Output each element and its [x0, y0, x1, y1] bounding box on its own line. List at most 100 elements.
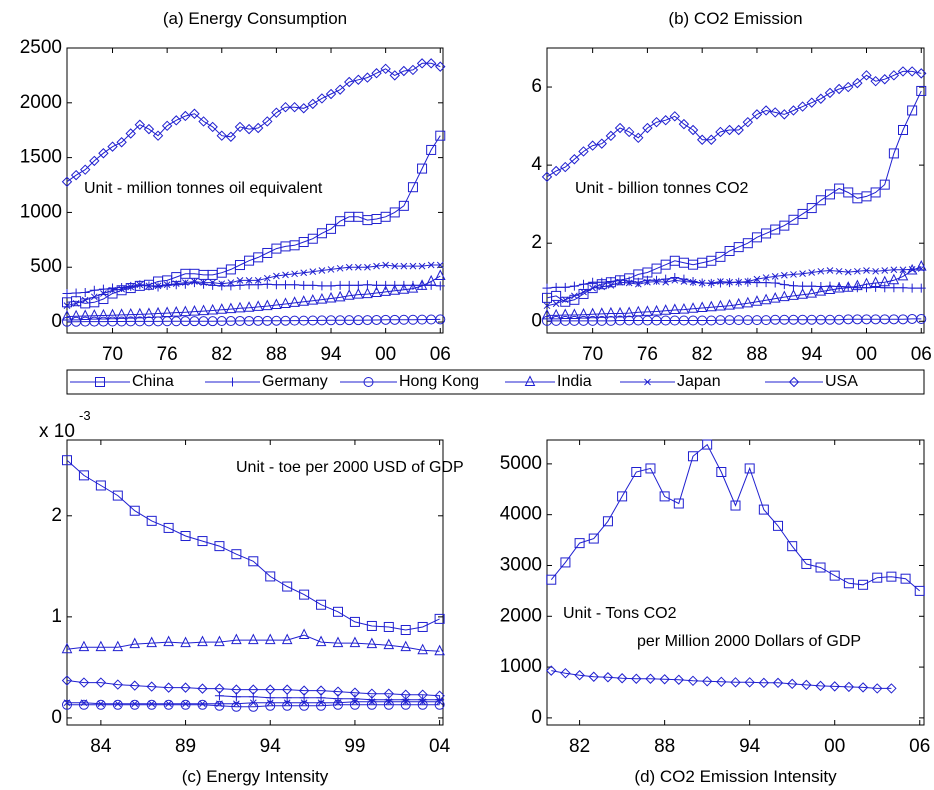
marker [561, 296, 569, 304]
legend-marker [228, 377, 237, 387]
marker [98, 148, 109, 159]
marker [117, 283, 127, 293]
marker [307, 98, 319, 110]
marker [364, 263, 371, 271]
marker [824, 87, 836, 99]
marker [214, 541, 225, 552]
marker [180, 682, 191, 693]
y-tick-label: 0 [531, 310, 542, 331]
marker [80, 164, 91, 175]
line [547, 266, 922, 316]
marker [434, 269, 446, 280]
x-tick-label: 00 [824, 736, 845, 757]
marker [349, 616, 360, 627]
marker [265, 700, 276, 711]
x-tick-label: 00 [375, 344, 396, 365]
x-tick-label: 94 [260, 736, 282, 757]
marker [95, 699, 106, 710]
x-tick-label: 82 [569, 736, 590, 757]
marker [687, 302, 699, 313]
marker [715, 126, 726, 138]
marker [870, 187, 881, 198]
marker [418, 262, 426, 270]
marker [391, 262, 399, 270]
marker [265, 571, 276, 582]
legend-marker [95, 377, 105, 387]
y-tick-label: 2000 [20, 92, 62, 113]
line [66, 459, 440, 631]
marker [790, 271, 797, 278]
chart-title: (d) CO2 Emission Intensity [634, 767, 837, 786]
marker [61, 642, 73, 654]
x-tick-label: 06 [430, 344, 451, 365]
marker [833, 281, 845, 293]
marker [653, 278, 660, 285]
marker [400, 640, 412, 652]
y-tick-label: 0 [531, 707, 542, 728]
marker [605, 130, 617, 142]
marker [801, 679, 812, 691]
marker [398, 283, 410, 294]
marker [571, 292, 578, 300]
annotation: Unit - billion tonnes CO2 [575, 180, 749, 197]
marker [907, 105, 918, 116]
marker [197, 683, 208, 694]
marker [98, 284, 108, 294]
marker [163, 635, 174, 647]
marker [225, 131, 237, 142]
marker [385, 698, 393, 706]
y-tick-label: 4 [531, 154, 542, 175]
marker [384, 695, 394, 705]
marker [80, 699, 88, 707]
marker [61, 309, 73, 321]
marker [587, 307, 598, 319]
marker [316, 700, 327, 711]
marker [698, 279, 706, 287]
marker [345, 263, 353, 271]
series [541, 260, 927, 320]
marker [197, 699, 208, 710]
marker [797, 101, 808, 112]
marker [78, 699, 89, 710]
marker [857, 682, 869, 693]
series [546, 439, 925, 596]
marker [733, 124, 744, 136]
marker [271, 280, 281, 290]
marker [852, 77, 863, 89]
marker [542, 283, 552, 293]
legend-marker [644, 378, 651, 386]
marker [669, 303, 681, 314]
x-tick-label: 89 [175, 736, 196, 757]
marker [769, 292, 781, 303]
marker [889, 283, 899, 293]
x-tick-label: 88 [266, 344, 287, 365]
marker [307, 233, 318, 244]
marker [107, 308, 118, 320]
marker [606, 276, 616, 286]
x-tick-label: 70 [102, 344, 123, 365]
x-tick-label: 99 [344, 736, 365, 757]
marker [407, 182, 418, 193]
marker [587, 140, 598, 151]
marker [824, 283, 836, 295]
marker [689, 278, 697, 286]
marker [419, 698, 427, 706]
series [546, 665, 897, 694]
marker [234, 121, 246, 133]
marker [326, 223, 337, 234]
marker [271, 298, 282, 310]
marker [145, 282, 153, 290]
marker [207, 121, 218, 133]
marker [908, 266, 916, 273]
marker [316, 599, 327, 610]
marker [332, 636, 344, 648]
marker [180, 110, 191, 122]
marker [715, 251, 726, 262]
marker [143, 307, 155, 319]
series [61, 269, 446, 321]
marker [872, 683, 883, 694]
chart-title: (a) Energy Consumption [163, 9, 347, 28]
marker [371, 286, 382, 297]
line [66, 680, 440, 697]
marker [100, 290, 107, 297]
